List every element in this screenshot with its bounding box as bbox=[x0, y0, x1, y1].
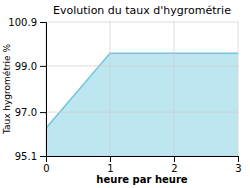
tick-label: 0 bbox=[43, 163, 49, 174]
grid-line bbox=[110, 22, 111, 156]
y-axis-title: Taux hygrométrie % bbox=[2, 43, 12, 135]
title: Evolution du taux d'hygrométrie bbox=[53, 4, 231, 17]
tick-mark bbox=[40, 156, 46, 157]
chart: 0 1 2 3 95.1 97.0 99.0 100.9 Evolution du taux d… bbox=[0, 0, 250, 188]
tick-label: 1 bbox=[107, 163, 113, 174]
x-axis: 0 1 2 3 bbox=[43, 156, 241, 174]
tick-mark bbox=[110, 156, 111, 162]
tick-mark bbox=[40, 112, 46, 113]
tick-label: 2 bbox=[171, 163, 177, 174]
grid-line bbox=[174, 22, 175, 156]
tick: 100.9 bbox=[8, 17, 46, 28]
tick-label: 95.1 bbox=[15, 151, 37, 162]
tick-label: 100.9 bbox=[8, 17, 37, 28]
tick-mark bbox=[40, 22, 46, 23]
tick: 2 bbox=[171, 156, 177, 174]
plot: 0 1 2 3 95.1 97.0 99.0 100.9 bbox=[8, 17, 241, 174]
tick-label: 99.0 bbox=[15, 61, 37, 72]
area bbox=[46, 53, 238, 156]
tick: 97.0 bbox=[15, 107, 46, 118]
grid-line bbox=[46, 112, 238, 113]
tick-label: 97.0 bbox=[15, 107, 37, 118]
tick: 3 bbox=[235, 156, 241, 174]
axis-line bbox=[47, 157, 239, 163]
tick-mark bbox=[174, 156, 175, 162]
y-axis: 95.1 97.0 99.0 100.9 bbox=[8, 17, 46, 162]
x-axis-title: heure par heure bbox=[96, 174, 187, 185]
tick: 99.0 bbox=[15, 61, 46, 72]
tick-mark bbox=[238, 156, 239, 162]
tick-label: 3 bbox=[235, 163, 241, 174]
grid bbox=[46, 22, 238, 156]
grid-line bbox=[46, 22, 238, 23]
tick: 95.1 bbox=[15, 151, 46, 162]
grid-line bbox=[46, 65, 238, 66]
marks bbox=[46, 53, 238, 156]
line bbox=[46, 53, 238, 128]
tick: 0 bbox=[43, 156, 49, 174]
axis-line bbox=[40, 23, 47, 157]
tick: 1 bbox=[107, 156, 113, 174]
tick-mark bbox=[40, 66, 46, 67]
grid-line bbox=[238, 22, 239, 156]
